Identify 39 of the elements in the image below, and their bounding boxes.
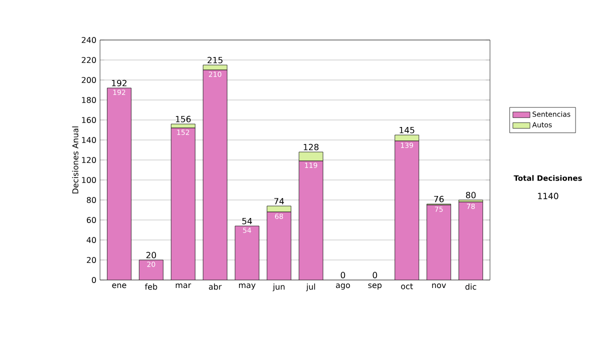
x-tick-label: oct <box>401 284 413 290</box>
x-tick-label: feb <box>144 284 158 290</box>
y-tick-label: 20 <box>86 256 96 264</box>
total-label: 54 <box>242 218 252 224</box>
total-label: 76 <box>434 196 444 202</box>
x-tick-label: jul <box>306 284 315 292</box>
y-tick-label: 120 <box>82 156 96 164</box>
x-tick-label: abr <box>208 284 222 290</box>
total-label: 0 <box>340 272 346 278</box>
total-label: 20 <box>146 252 156 258</box>
y-tick-label: 0 <box>92 276 96 284</box>
y-axis-title: Decisiones Anual <box>72 126 78 194</box>
y-tick-label: 160 <box>82 116 96 124</box>
x-tick-label: nov <box>432 284 446 288</box>
y-tick-label: 80 <box>86 196 96 204</box>
y-tick-label: 180 <box>82 96 96 104</box>
x-tick-label: ene <box>112 284 126 288</box>
y-tick-label: 200 <box>82 76 96 84</box>
total-label: 192 <box>112 80 126 86</box>
x-tick-label: mar <box>176 284 192 288</box>
total-label: 80 <box>466 192 476 198</box>
total-label: 128 <box>304 144 319 150</box>
total-label: 0 <box>372 272 378 278</box>
x-tick-label: ago <box>336 284 350 290</box>
x-tick-label: may <box>239 284 256 290</box>
total-label: 215 <box>208 56 222 64</box>
y-tick-label: 140 <box>82 136 96 144</box>
x-tick-label: jun <box>272 284 285 292</box>
x-tick-label: dic <box>465 284 476 290</box>
x-tick-label: sep <box>368 284 382 290</box>
y-tick-label: 240 <box>82 36 96 44</box>
text: 1140 <box>538 192 558 200</box>
total-label: 74 <box>274 198 284 204</box>
total-label: 145 <box>400 126 414 134</box>
total-label: 156 <box>176 116 191 122</box>
y-tick-label: 60 <box>86 216 96 224</box>
y-tick-label: 220 <box>82 56 96 64</box>
y-tick-label: 100 <box>82 176 96 184</box>
y-tick-label: 40 <box>86 236 96 244</box>
